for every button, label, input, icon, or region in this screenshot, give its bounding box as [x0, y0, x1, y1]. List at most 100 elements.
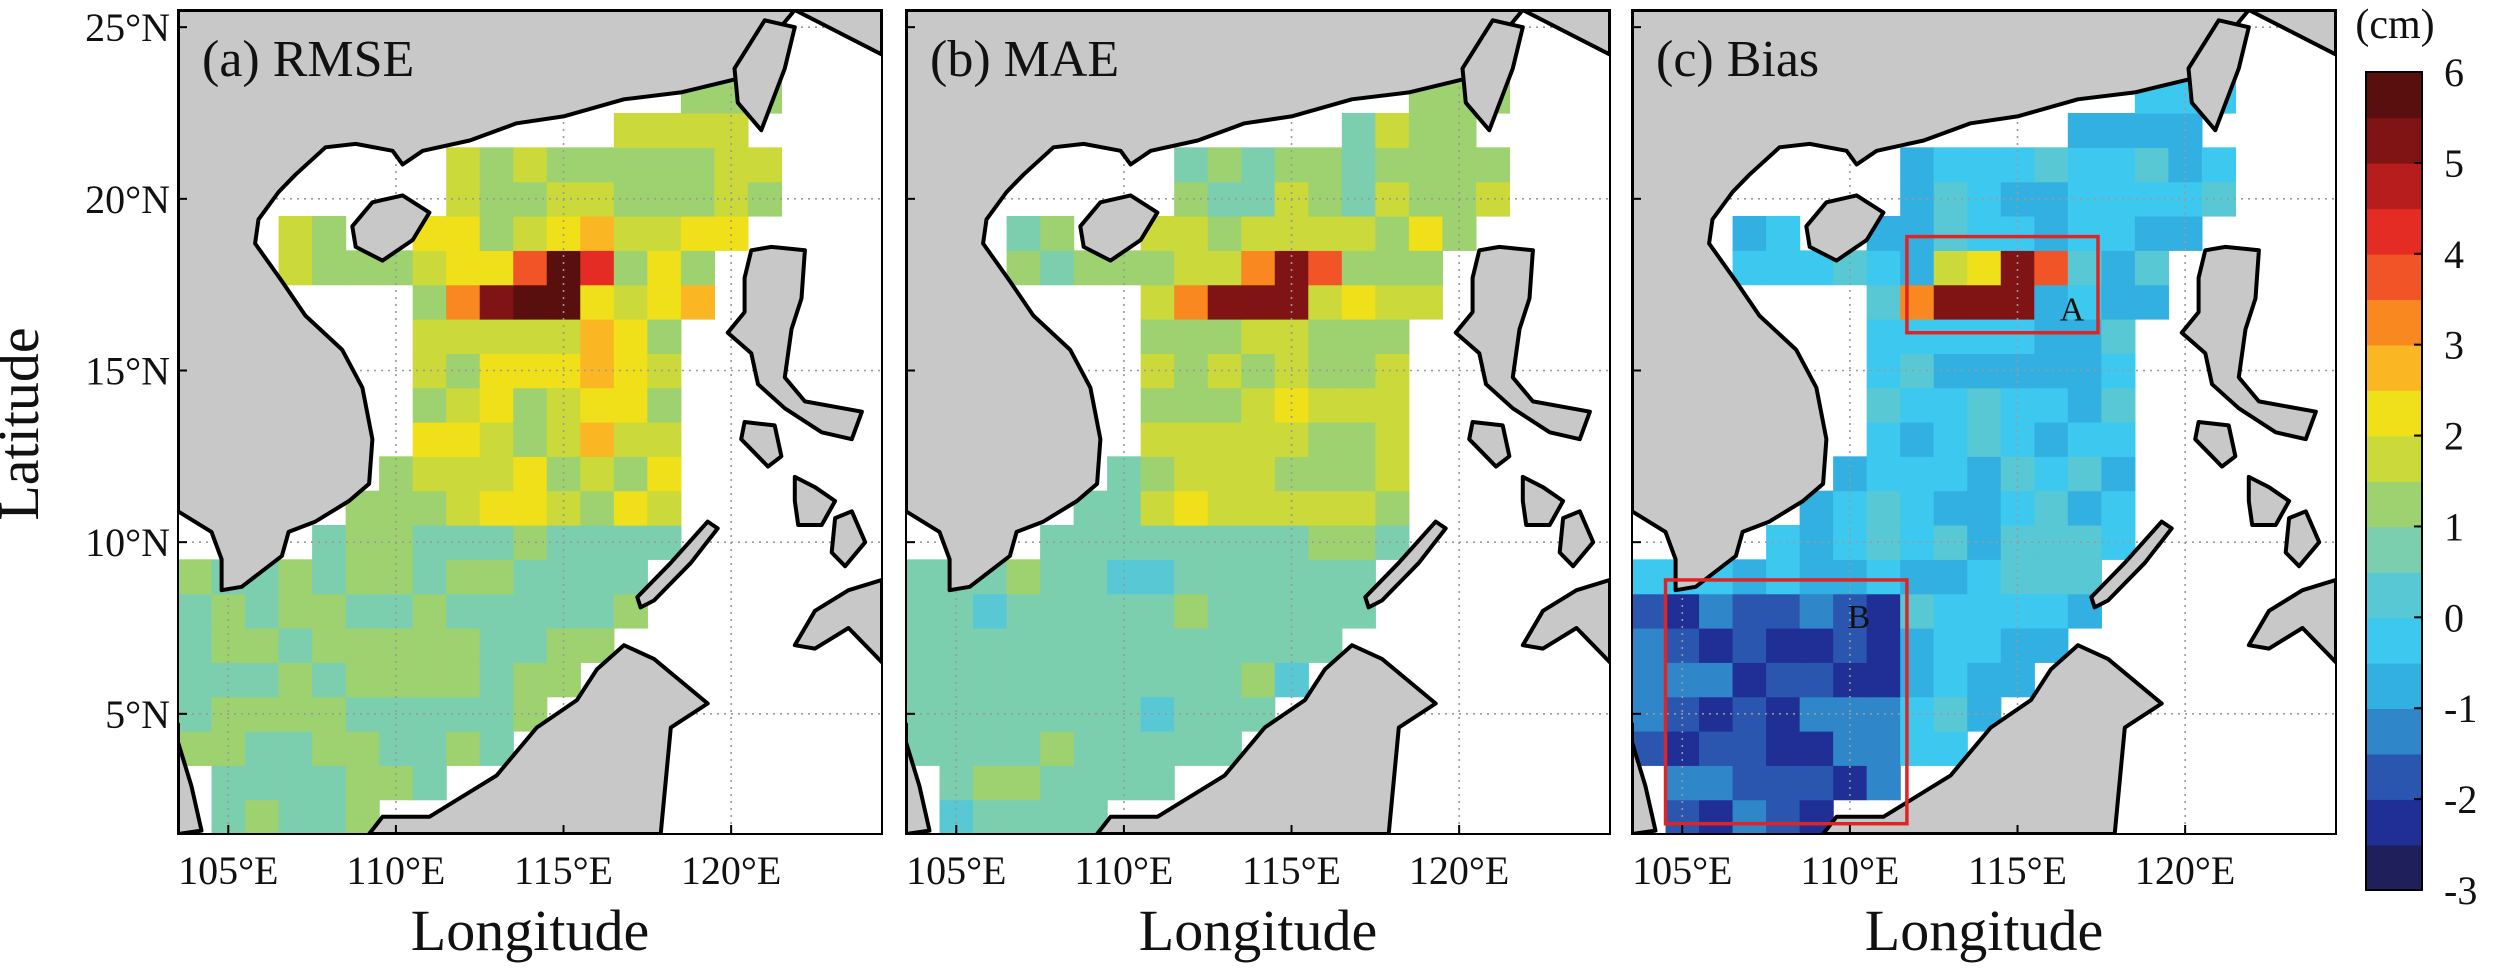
x-tick-label: 105°E: [1632, 848, 1732, 893]
heatmap-cell: [1866, 525, 1901, 560]
heatmap-cell: [680, 284, 715, 320]
heatmap-cell: [1174, 456, 1209, 492]
colorbar-segment: [2366, 435, 2422, 482]
heatmap-cell: [2101, 319, 2136, 354]
heatmap-cell: [1040, 216, 1075, 251]
heatmap-cell: [479, 216, 514, 251]
heatmap-cell: [1140, 319, 1175, 354]
heatmap-cell: [1866, 559, 1901, 595]
heatmap-cell: [1040, 765, 1075, 801]
x-tick-label: 120°E: [1409, 848, 1509, 893]
x-tick-label: 120°E: [2135, 848, 2235, 893]
heatmap-cell: [1732, 765, 1767, 801]
heatmap-cell: [1040, 628, 1075, 663]
heatmap-cell: [412, 525, 447, 560]
heatmap-cell: [580, 559, 615, 595]
map-panel-rmse: (a) RMSE 105°E 110°E 115°E 120°E Longitude 25°…: [85, 5, 883, 963]
heatmap-cell: [1040, 731, 1075, 766]
heatmap-cell: [1900, 147, 1935, 183]
heatmap-cell: [546, 559, 581, 595]
heatmap-cell: [1073, 662, 1108, 698]
heatmap-cell: [1341, 147, 1376, 183]
heatmap-cell: [1207, 387, 1242, 423]
heatmap-cell: [1799, 593, 1834, 629]
heatmap-cell: [580, 216, 615, 251]
heatmap-cell: [1933, 147, 1968, 183]
heatmap-cell: [1967, 525, 2002, 560]
land-masses: [178, 10, 882, 834]
heatmap-cell: [513, 284, 548, 320]
heatmap-cell: [412, 765, 447, 801]
heatmap-cell: [1766, 628, 1801, 663]
heatmap-cell: [1766, 559, 1801, 595]
heatmap-cell: [2067, 387, 2102, 423]
heatmap-cell: [245, 765, 280, 801]
heatmap-cell: [1140, 387, 1175, 423]
colorbar-tick-label: 4: [2444, 232, 2464, 277]
heatmap-cell: [446, 422, 481, 457]
heatmap-cell: [1375, 456, 1410, 492]
heatmap-cell: [1308, 387, 1343, 423]
heatmap-cell: [1766, 662, 1801, 698]
x-tick-label: 105°E: [178, 848, 278, 893]
heatmap-cell: [1967, 147, 2002, 183]
land-polygon: [1632, 10, 2336, 593]
heatmap-cell: [1241, 147, 1276, 183]
heatmap-cell: [1040, 593, 1075, 629]
heatmap-cell: [178, 559, 213, 595]
land-polygon: [1095, 643, 1438, 834]
heatmap-cell: [245, 662, 280, 698]
panel-frame: [905, 9, 1611, 835]
heatmap-cell: [1140, 765, 1175, 801]
heatmap-cell: [2034, 147, 2069, 183]
heatmap-cell: [613, 387, 648, 423]
land-polygon: [635, 519, 720, 610]
heatmap-cell: [1967, 662, 2002, 698]
heatmap-cell: [580, 147, 615, 183]
heatmap-cell: [647, 422, 682, 457]
region-box-b: [1663, 578, 1909, 826]
colorbar-segment: [2366, 662, 2422, 710]
heatmap-cell: [1900, 490, 1935, 526]
heatmap-cell: [1174, 559, 1209, 595]
heatmap-cell: [1341, 456, 1376, 492]
heatmap-cell: [1274, 559, 1309, 595]
heatmap-cell: [412, 662, 447, 698]
heatmap-cell: [446, 628, 481, 663]
heatmap-cell: [1933, 250, 1968, 286]
heatmap-cell: [1140, 559, 1175, 595]
heatmap-cell: [1341, 250, 1376, 286]
land-polygon: [178, 10, 882, 593]
heatmap-cell: [312, 628, 347, 663]
heatmap-cell: [1408, 284, 1443, 320]
heatmap-cell: [1241, 422, 1276, 457]
heatmap-cell: [1833, 662, 1868, 698]
heatmap-cell: [446, 216, 481, 251]
heatmap-cell: [513, 353, 548, 389]
heatmap-cell: [1967, 284, 2002, 320]
heatmap-cell: [446, 387, 481, 423]
region-box-a: [1905, 234, 2100, 335]
heatmap-cell: [1207, 284, 1242, 320]
land-polygon: [732, 18, 797, 133]
heatmap-cell: [1140, 731, 1175, 766]
heatmap-cell: [1308, 593, 1343, 629]
heatmap-cell: [580, 319, 615, 354]
heatmap-cell: [1341, 284, 1376, 320]
heatmap-cell: [1140, 490, 1175, 526]
heatmap-cell: [1040, 559, 1075, 595]
heatmap-cell: [1308, 216, 1343, 251]
heatmap-cell: [1308, 319, 1343, 354]
heatmap-cell: [1174, 593, 1209, 629]
colorbar-segment: [2366, 117, 2422, 164]
heatmap-cell: [1967, 456, 2002, 492]
heatmap-cell: [1967, 490, 2002, 526]
heatmap-cell: [1040, 250, 1075, 286]
heatmap-cell: [2101, 216, 2136, 251]
heatmap-cell: [446, 284, 481, 320]
heatmap-cell: [345, 765, 380, 801]
heatmap-cell: [1207, 216, 1242, 251]
heatmap-cell: [1732, 662, 1767, 698]
heatmap-cell: [1933, 662, 1968, 698]
heatmap-cell: [379, 662, 414, 698]
